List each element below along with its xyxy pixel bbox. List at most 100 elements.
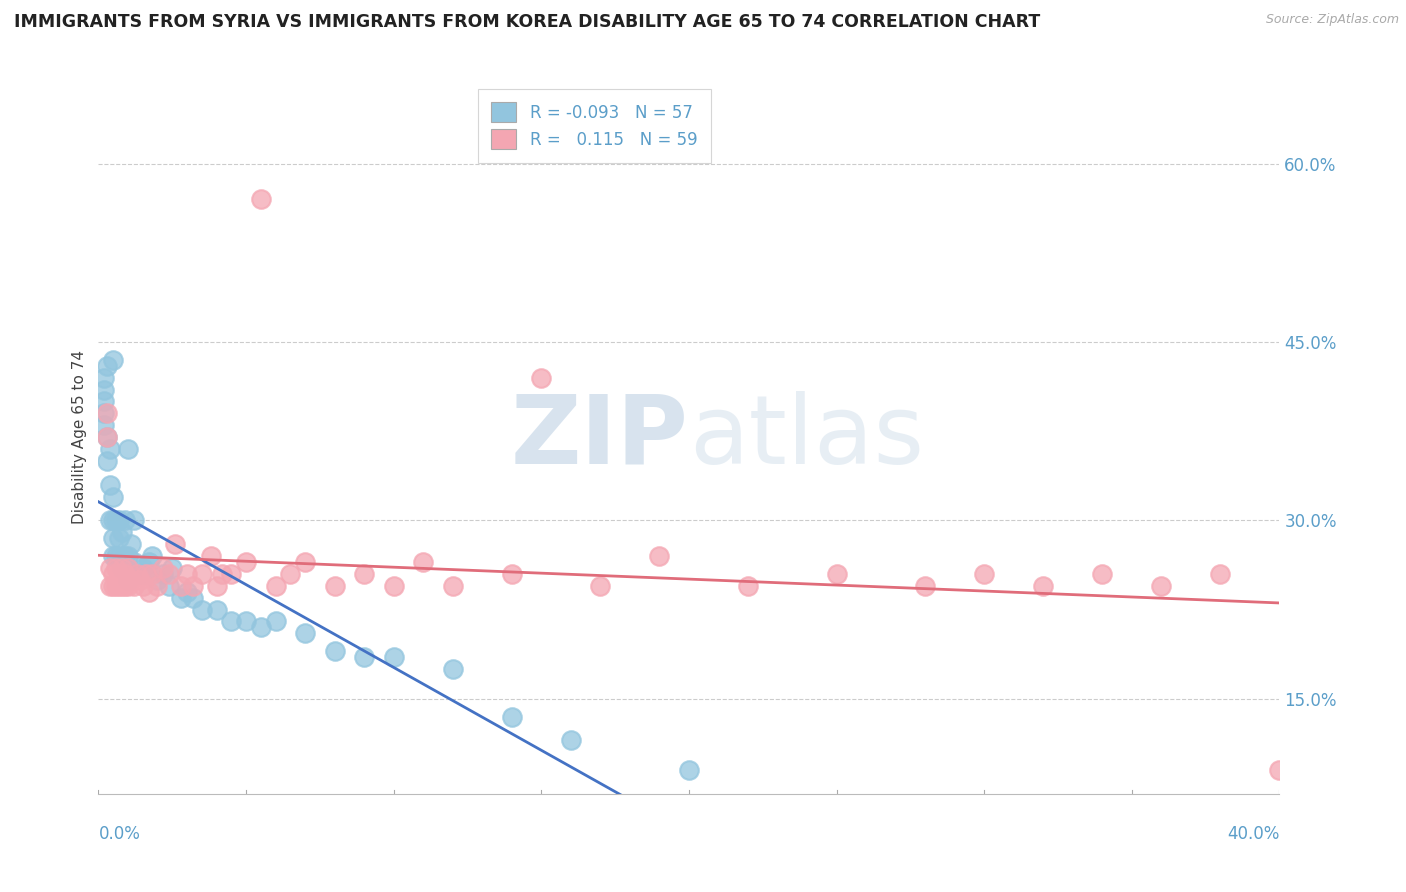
Point: [200, 549, 222, 563]
Point: [128, 566, 150, 581]
Point: [191, 602, 214, 616]
Point: [1091, 566, 1114, 581]
Point: [441, 662, 464, 676]
Point: [157, 566, 180, 581]
Point: [170, 591, 193, 605]
Point: [103, 531, 125, 545]
Point: [96, 359, 118, 373]
Point: [114, 513, 136, 527]
Point: [98, 513, 121, 527]
Point: [108, 549, 131, 563]
Text: IMMIGRANTS FROM SYRIA VS IMMIGRANTS FROM KOREA DISABILITY AGE 65 TO 74 CORRELATI: IMMIGRANTS FROM SYRIA VS IMMIGRANTS FROM…: [14, 13, 1040, 31]
Point: [152, 566, 174, 581]
Point: [353, 650, 375, 665]
Point: [501, 709, 523, 723]
Point: [264, 615, 287, 629]
Point: [117, 549, 139, 563]
Text: Source: ZipAtlas.com: Source: ZipAtlas.com: [1265, 13, 1399, 27]
Point: [211, 566, 233, 581]
Point: [1209, 566, 1232, 581]
Point: [93, 418, 115, 433]
Point: [93, 383, 115, 397]
Point: [120, 537, 142, 551]
Point: [117, 579, 139, 593]
Point: [96, 406, 118, 420]
Point: [114, 549, 136, 563]
Point: [93, 394, 115, 409]
Point: [825, 566, 848, 581]
Text: 40.0%: 40.0%: [1227, 825, 1279, 843]
Y-axis label: Disability Age 65 to 74: Disability Age 65 to 74: [72, 350, 87, 524]
Point: [135, 566, 157, 581]
Point: [250, 192, 273, 206]
Point: [412, 555, 434, 569]
Point: [678, 763, 700, 777]
Point: [138, 584, 160, 599]
Point: [103, 579, 125, 593]
Point: [138, 555, 160, 569]
Point: [165, 537, 187, 551]
Point: [111, 579, 134, 593]
Point: [1268, 763, 1291, 777]
Point: [382, 650, 405, 665]
Point: [162, 561, 183, 575]
Point: [122, 579, 145, 593]
Point: [219, 566, 242, 581]
Point: [114, 566, 136, 581]
Point: [114, 579, 136, 593]
Point: [120, 573, 142, 587]
Point: [111, 561, 134, 575]
Point: [170, 579, 193, 593]
Point: [132, 579, 155, 593]
Point: [103, 490, 125, 504]
Point: [105, 549, 128, 563]
Legend: R = -0.093   N = 57, R =   0.115   N = 59: R = -0.093 N = 57, R = 0.115 N = 59: [478, 88, 711, 162]
Point: [294, 626, 316, 640]
Point: [125, 566, 148, 581]
Point: [441, 579, 464, 593]
Point: [122, 555, 145, 569]
Point: [103, 513, 125, 527]
Point: [96, 454, 118, 468]
Point: [530, 370, 553, 384]
Point: [278, 566, 302, 581]
Point: [103, 352, 125, 367]
Point: [973, 566, 995, 581]
Point: [382, 579, 405, 593]
Point: [135, 566, 157, 581]
Point: [128, 573, 150, 587]
Point: [157, 579, 180, 593]
Point: [98, 442, 121, 456]
Point: [103, 549, 125, 563]
Point: [96, 430, 118, 444]
Point: [96, 430, 118, 444]
Text: ZIP: ZIP: [510, 391, 689, 483]
Point: [117, 573, 139, 587]
Point: [108, 513, 131, 527]
Point: [294, 555, 316, 569]
Point: [589, 579, 612, 593]
Point: [93, 406, 115, 420]
Point: [105, 513, 128, 527]
Point: [205, 602, 228, 616]
Point: [737, 579, 759, 593]
Point: [122, 513, 145, 527]
Point: [111, 525, 134, 540]
Point: [323, 644, 346, 658]
Point: [1150, 579, 1173, 593]
Point: [98, 561, 121, 575]
Point: [191, 566, 214, 581]
Point: [250, 620, 273, 634]
Point: [235, 615, 257, 629]
Point: [181, 579, 204, 593]
Point: [181, 591, 204, 605]
Point: [117, 442, 139, 456]
Point: [132, 561, 155, 575]
Point: [176, 566, 198, 581]
Point: [146, 579, 169, 593]
Point: [235, 555, 257, 569]
Point: [141, 549, 163, 563]
Point: [98, 477, 121, 491]
Point: [176, 584, 198, 599]
Point: [323, 579, 346, 593]
